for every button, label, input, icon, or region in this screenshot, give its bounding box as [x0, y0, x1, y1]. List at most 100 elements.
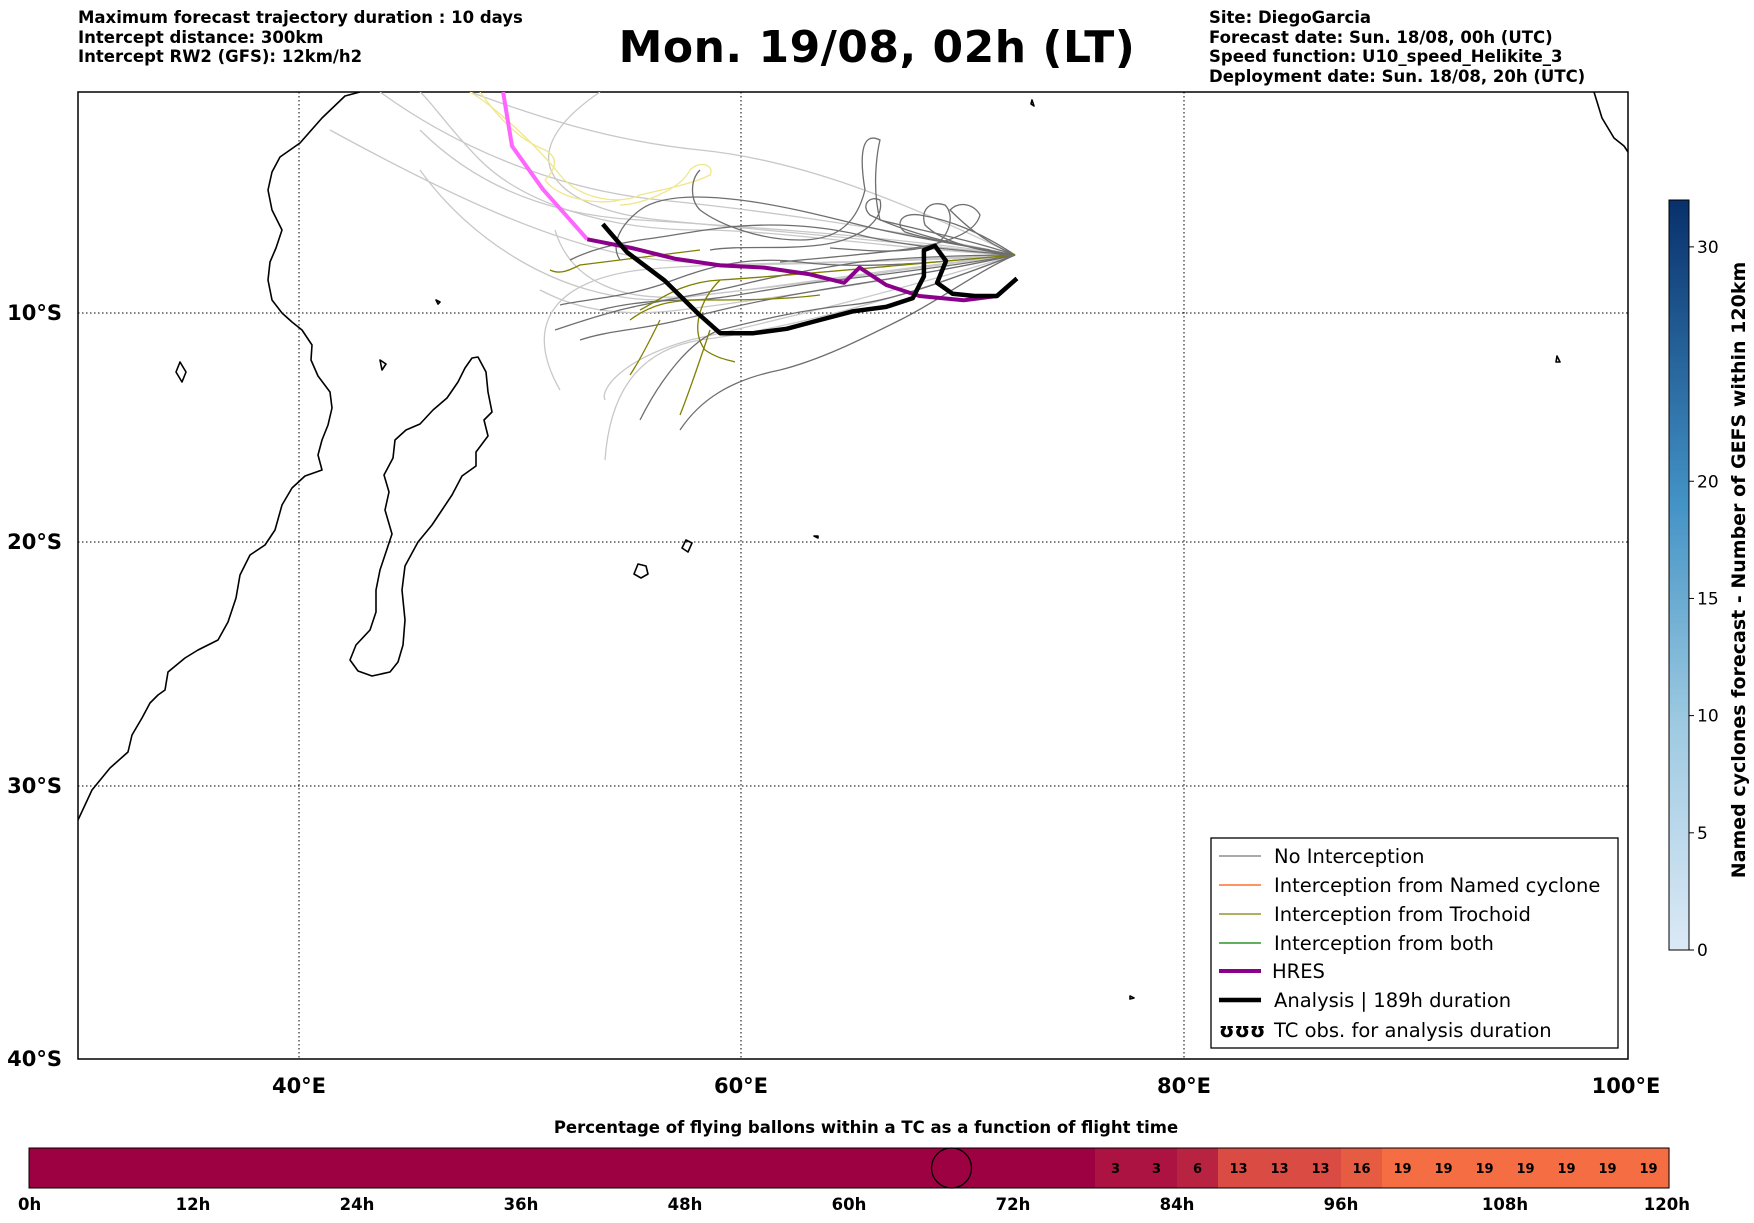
strip-cell	[767, 1148, 809, 1188]
strip-cell	[972, 1148, 1014, 1188]
strip-cell	[439, 1148, 481, 1188]
strip-cell-value: 16	[1352, 1162, 1370, 1177]
coastlines	[78, 92, 1628, 1000]
trajectory	[469, 92, 712, 206]
header-right-info: Site: DiegoGarcia Forecast date: Sun. 18…	[1209, 8, 1585, 86]
strip-cell	[726, 1148, 768, 1188]
y-tick-label-30s: 30°S	[7, 774, 62, 798]
strip-cell	[562, 1148, 604, 1188]
strip-cell	[1095, 1148, 1137, 1188]
trajectory	[697, 279, 736, 363]
island-reunion	[633, 563, 649, 579]
strip-cell	[644, 1148, 686, 1188]
strip-cell-value: 13	[1229, 1162, 1247, 1177]
colorbar-tick-label: 15	[1697, 589, 1719, 609]
strip-cell	[1259, 1148, 1301, 1188]
trajectory	[899, 213, 1016, 256]
strip-cell-value: 19	[1557, 1162, 1575, 1177]
legend-label-no-interception: No Interception	[1274, 845, 1425, 868]
strip-cell	[1382, 1148, 1424, 1188]
strip-cell	[1013, 1148, 1055, 1188]
legend-label-trochoid: Interception from Trochoid	[1274, 903, 1531, 926]
intercept-distance-text: Intercept distance: 300km	[78, 27, 324, 47]
strip-cell	[29, 1148, 71, 1188]
colorbar-ticks: 0 5 10 15 20 30	[1689, 238, 1719, 961]
grid-lines	[78, 92, 1628, 1059]
strip-tick-label: 60h	[832, 1195, 867, 1214]
y-tick-label-40s: 40°S	[7, 1047, 62, 1071]
strip-cell	[849, 1148, 891, 1188]
trajectory	[569, 224, 1016, 261]
strip-cell	[234, 1148, 276, 1188]
strip-cell	[1587, 1148, 1629, 1188]
strip-cell	[70, 1148, 112, 1188]
trajectory	[679, 329, 711, 416]
x-tick-label-60e: 60°E	[714, 1074, 768, 1098]
strip-cell	[193, 1148, 235, 1188]
island-grande-comore	[175, 361, 187, 383]
legend-swatch-tc-obs: ʊʊʊ	[1219, 1018, 1265, 1042]
strip-tick-label: 120h	[1644, 1195, 1690, 1214]
trajectory	[709, 198, 1016, 256]
strip-cell-value: 6	[1193, 1162, 1202, 1177]
percentage-strip: Percentage of flying ballons within a TC…	[18, 1118, 1690, 1214]
strip-cell	[1300, 1148, 1342, 1188]
strip-tick-label: 36h	[504, 1195, 539, 1214]
strip-cell-value: 3	[1111, 1162, 1120, 1177]
intercept-rw2-text: Intercept RW2 (GFS): 12km/h2	[78, 47, 363, 66]
strip-tick-label: 96h	[1324, 1195, 1359, 1214]
strip-cell	[685, 1148, 727, 1188]
colorbar-label: Named cyclones forecast - Number of GEFS…	[1728, 262, 1750, 879]
colorbar-tick-label: 10	[1697, 707, 1719, 727]
colorbar-tick-label: 30	[1697, 238, 1719, 258]
trajectories-no-interception-light	[329, 92, 1016, 461]
strip-cell	[1218, 1148, 1260, 1188]
chart-title: Mon. 19/08, 02h (LT)	[618, 22, 1136, 73]
strip-cell	[1464, 1148, 1506, 1188]
legend-box	[1210, 837, 1619, 1049]
trajectory	[615, 196, 1016, 261]
trajectory	[779, 203, 1016, 263]
island-amsterdam	[1129, 995, 1135, 1000]
ensemble-trajectories	[329, 92, 1016, 461]
trajectory	[629, 319, 661, 376]
trajectory	[579, 254, 1016, 341]
trajectory	[554, 254, 1016, 331]
strip-cell	[111, 1148, 153, 1188]
strip-tick-label: 0h	[18, 1195, 41, 1214]
colorbar-tick-label: 20	[1697, 472, 1719, 492]
strip-cell	[890, 1148, 932, 1188]
site-text: Site: DiegoGarcia	[1209, 8, 1372, 27]
strip-cell-value: 19	[1475, 1162, 1493, 1177]
y-tick-label-10s: 10°S	[7, 301, 62, 325]
strip-cell-value: 19	[1516, 1162, 1534, 1177]
strip-title: Percentage of flying ballons within a TC…	[554, 1118, 1178, 1137]
trajectory	[603, 254, 1016, 401]
x-tick-label-80e: 80°E	[1157, 1074, 1211, 1098]
strip-cell	[1054, 1148, 1096, 1188]
strip-tick-labels: 0h 12h 24h 36h 48h 60h 72h 84h 96h 108h 120h	[18, 1195, 1690, 1214]
strip-tick-label: 48h	[668, 1195, 703, 1214]
legend-label-named-cyclone: Interception from Named cyclone	[1274, 874, 1600, 897]
strip-cell-value: 3	[1152, 1162, 1161, 1177]
strip-cell	[1628, 1148, 1670, 1188]
header-left-info: Maximum forecast trajectory duration : 1…	[78, 8, 523, 67]
island-seychelles	[435, 299, 441, 305]
strip-cell	[808, 1148, 850, 1188]
y-tick-label-20s: 20°S	[7, 530, 62, 554]
legend: No Interception Interception from Named …	[1210, 837, 1619, 1049]
speed-function-text: Speed function: U10_speed_Helikite_3	[1209, 47, 1563, 66]
analysis-track	[601, 222, 1019, 336]
hres-track-early	[501, 92, 589, 241]
legend-label-tc-obs: TC obs. for analysis duration	[1273, 1019, 1552, 1042]
current-time-marker	[930, 1147, 973, 1189]
strip-cell	[1341, 1148, 1383, 1188]
deployment-date-text: Deployment date: Sun. 18/08, 20h (UTC)	[1209, 66, 1586, 86]
colorbar-tick-label: 0	[1697, 941, 1708, 961]
trajectory	[691, 137, 1016, 256]
island-sumatra-tip	[1593, 92, 1628, 153]
island-chagos	[1555, 355, 1561, 363]
max-duration-text: Maximum forecast trajectory duration : 1…	[78, 8, 523, 27]
trajectory	[469, 92, 1016, 256]
